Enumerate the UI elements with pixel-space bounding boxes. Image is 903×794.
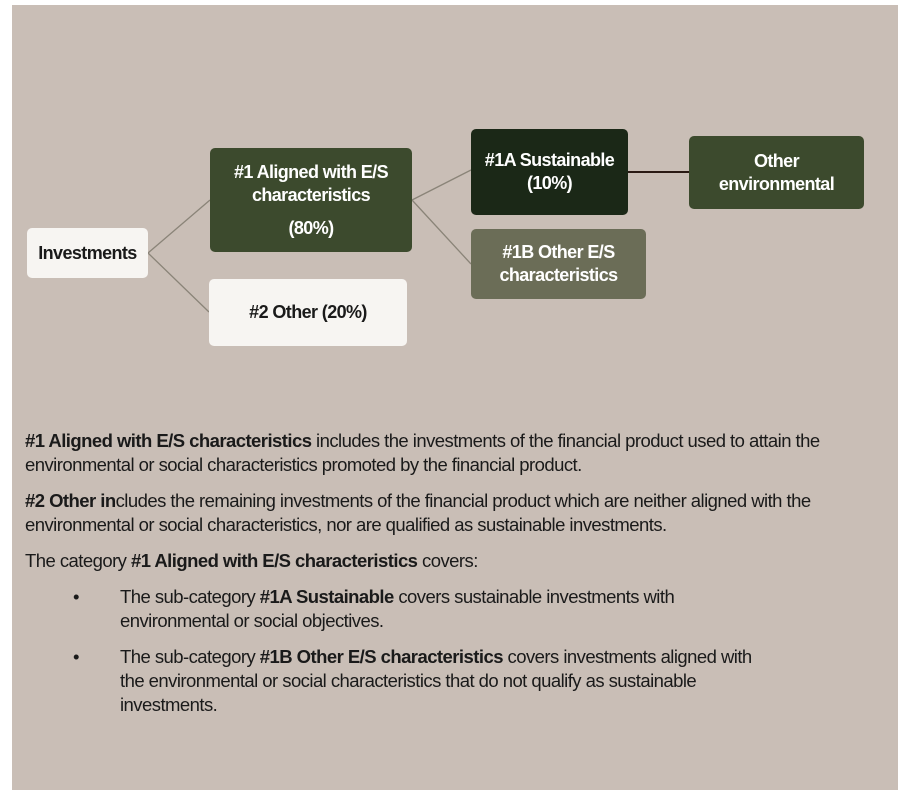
paragraph: #1 Aligned with E/S characteristics incl… (25, 429, 887, 477)
node-label: Other (753, 150, 800, 171)
connector (147, 252, 210, 313)
node-box: #1B Other E/S characteristics (471, 229, 646, 299)
node-label: (10%) (526, 173, 573, 193)
text: includes the investments of the financia… (25, 430, 820, 475)
node-box: Other environmental (689, 136, 864, 209)
paragraph: The category #1 Aligned with E/S charact… (25, 549, 887, 573)
bullet-item: The sub-category #1B Other E/S character… (73, 645, 780, 717)
node-label: characteristics (499, 265, 618, 285)
node-label: #2 Other (20%) (249, 302, 367, 322)
node-label: #1B Other E/S (502, 242, 615, 262)
text: covers sustainable investments with envi… (120, 586, 675, 631)
bold-text: #1A Sustainable (259, 586, 395, 607)
text: The sub-category (120, 646, 260, 667)
node-box: #2 Other (20%) (209, 279, 407, 346)
node-label: environmental (718, 173, 835, 194)
node-label: #1 Aligned with E/S (234, 161, 389, 182)
node-box: Investments (27, 228, 148, 278)
node-label: Investments (38, 242, 137, 263)
text: cludes the remaining investments of the … (25, 490, 811, 535)
connector (411, 169, 472, 201)
bold-text: #2 Other in (25, 490, 116, 511)
connectors (147, 169, 689, 313)
bold-text: #1 Aligned with E/S characteristics (25, 430, 312, 451)
node-label: (80%) (288, 217, 334, 238)
bold-text: #1 Aligned with E/S characteristics (130, 550, 418, 571)
text: covers: (417, 550, 478, 571)
text: The category (25, 550, 131, 571)
paragraph: #2 Other includes the remaining investme… (25, 489, 887, 537)
connector (147, 199, 211, 254)
body-text: #1 Aligned with E/S characteristics incl… (25, 429, 887, 729)
node-box: #1A Sustainable (10%) (471, 129, 628, 215)
node-label: characteristics (251, 184, 371, 205)
connector (411, 199, 472, 265)
bullet-list: The sub-category #1A Sustainable covers … (25, 585, 887, 717)
text: covers investments aligned with the envi… (120, 646, 752, 715)
node-box: #1 Aligned with E/S characteristics (80%) (210, 148, 412, 252)
text: The sub-category (120, 586, 260, 607)
panel: Investments #1 Aligned with E/S characteri… (12, 5, 898, 790)
node-label: #1A Sustainable (484, 150, 615, 170)
bold-text: #1B Other E/S characteristics (259, 646, 504, 667)
bullet-item: The sub-category #1A Sustainable covers … (73, 585, 780, 633)
